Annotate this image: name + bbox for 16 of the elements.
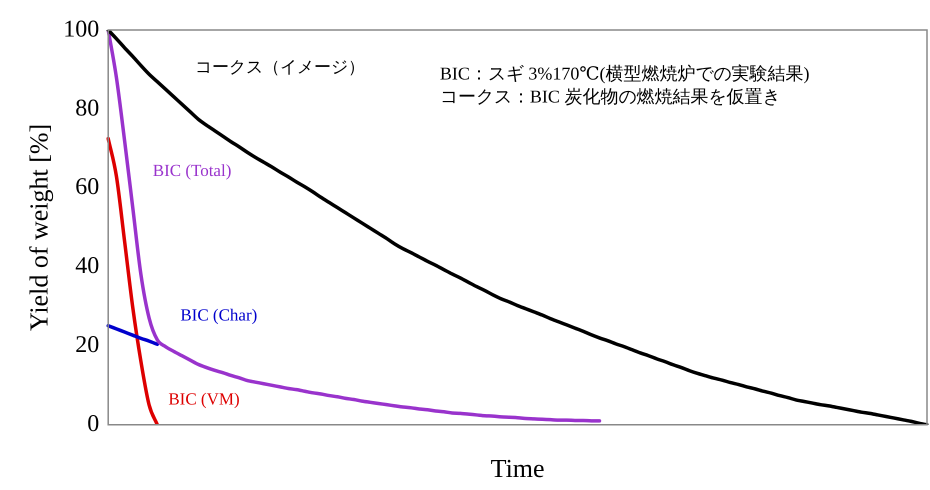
y-tick-label: 100 bbox=[63, 16, 100, 42]
annotation: BIC：スギ 3%170℃(横型燃焼炉での実験結果) bbox=[440, 64, 810, 84]
series-label: コークス（イメージ） bbox=[195, 58, 366, 77]
y-axis-title: Yield of weight [%] bbox=[24, 124, 54, 332]
series-label: BIC (Char) bbox=[180, 306, 258, 325]
annotation: コークス：BIC 炭化物の燃焼結果を仮置き bbox=[440, 86, 780, 107]
line-series bbox=[106, 30, 929, 425]
y-tick-label: 20 bbox=[75, 332, 100, 358]
y-tick-label: 0 bbox=[87, 411, 100, 438]
y-tick-label: 80 bbox=[75, 95, 100, 122]
y-tick-label: 60 bbox=[75, 174, 100, 200]
series-label: BIC (VM) bbox=[168, 389, 240, 408]
y-tick-label: 40 bbox=[75, 253, 100, 280]
line-series bbox=[106, 324, 160, 346]
x-axis-title: Time bbox=[490, 454, 545, 484]
series-label: BIC (Total) bbox=[152, 161, 232, 180]
